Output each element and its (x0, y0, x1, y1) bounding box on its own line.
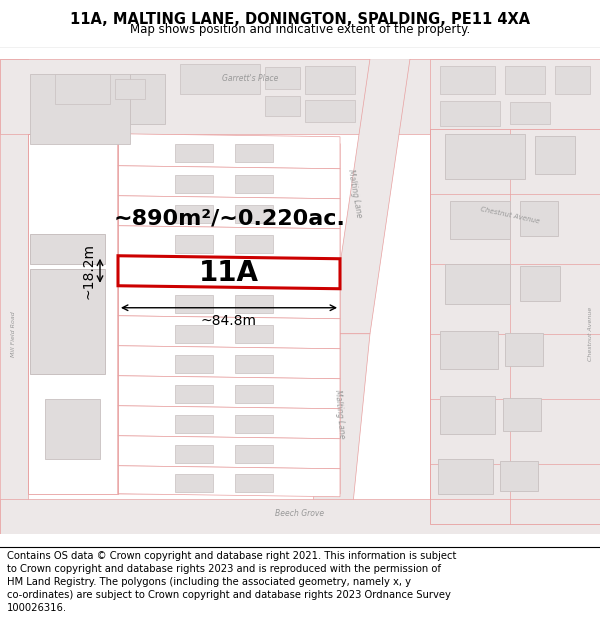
Text: Mill Field Road: Mill Field Road (11, 311, 17, 357)
Polygon shape (510, 102, 550, 124)
Polygon shape (438, 459, 493, 494)
Polygon shape (175, 445, 213, 462)
Text: 11A, MALTING LANE, DONINGTON, SPALDING, PE11 4XA: 11A, MALTING LANE, DONINGTON, SPALDING, … (70, 12, 530, 27)
Polygon shape (440, 101, 500, 126)
Polygon shape (118, 346, 340, 379)
Text: HM Land Registry. The polygons (including the associated geometry, namely x, y: HM Land Registry. The polygons (includin… (7, 577, 411, 587)
Polygon shape (118, 466, 340, 497)
Polygon shape (30, 234, 105, 264)
Polygon shape (305, 66, 355, 94)
Text: Malting Lane: Malting Lane (346, 169, 364, 219)
Polygon shape (118, 196, 340, 229)
Polygon shape (500, 461, 538, 491)
Polygon shape (235, 385, 273, 402)
Polygon shape (265, 96, 300, 116)
Polygon shape (118, 436, 340, 469)
Polygon shape (118, 256, 340, 289)
Polygon shape (115, 79, 145, 99)
Text: Malting Lane: Malting Lane (334, 389, 347, 439)
Text: Garrett's Place: Garrett's Place (222, 74, 278, 83)
Polygon shape (118, 406, 340, 439)
Polygon shape (118, 376, 340, 409)
Polygon shape (130, 74, 165, 124)
Polygon shape (0, 59, 28, 534)
Polygon shape (310, 334, 370, 534)
Polygon shape (175, 474, 213, 492)
Polygon shape (118, 286, 340, 319)
Polygon shape (235, 205, 273, 222)
Text: co-ordinates) are subject to Crown copyright and database rights 2023 Ordnance S: co-ordinates) are subject to Crown copyr… (7, 590, 451, 600)
Polygon shape (45, 399, 100, 459)
Polygon shape (30, 74, 130, 144)
Polygon shape (520, 266, 560, 301)
Polygon shape (118, 134, 340, 169)
Polygon shape (520, 201, 558, 236)
Polygon shape (505, 66, 545, 94)
Polygon shape (330, 59, 410, 334)
Polygon shape (305, 100, 355, 122)
Polygon shape (535, 136, 575, 174)
Text: to Crown copyright and database rights 2023 and is reproduced with the permissio: to Crown copyright and database rights 2… (7, 564, 441, 574)
Polygon shape (118, 256, 340, 289)
Text: ~18.2m: ~18.2m (82, 242, 96, 299)
Polygon shape (118, 166, 340, 199)
Polygon shape (440, 331, 498, 369)
Polygon shape (235, 415, 273, 432)
Polygon shape (0, 499, 600, 534)
Polygon shape (430, 59, 600, 534)
Polygon shape (440, 396, 495, 434)
Text: Contains OS data © Crown copyright and database right 2021. This information is : Contains OS data © Crown copyright and d… (7, 551, 457, 561)
Polygon shape (235, 474, 273, 492)
Polygon shape (450, 201, 510, 239)
Polygon shape (505, 332, 543, 366)
Polygon shape (235, 144, 273, 162)
Polygon shape (445, 134, 525, 179)
Polygon shape (55, 74, 110, 104)
Text: 100026316.: 100026316. (7, 603, 67, 613)
Polygon shape (118, 226, 340, 259)
Text: ~890m²/~0.220ac.: ~890m²/~0.220ac. (114, 209, 346, 229)
Polygon shape (235, 175, 273, 192)
Polygon shape (503, 398, 541, 431)
Polygon shape (555, 66, 590, 94)
Polygon shape (175, 144, 213, 162)
Polygon shape (175, 235, 213, 252)
Text: Chestnut Avenue: Chestnut Avenue (480, 206, 540, 225)
Polygon shape (175, 295, 213, 312)
Polygon shape (180, 64, 260, 94)
Polygon shape (175, 325, 213, 342)
Polygon shape (235, 295, 273, 312)
Polygon shape (175, 385, 213, 402)
Polygon shape (235, 445, 273, 462)
Polygon shape (0, 59, 600, 134)
Text: Beech Grove: Beech Grove (275, 509, 325, 518)
Polygon shape (175, 205, 213, 222)
Polygon shape (175, 415, 213, 432)
Polygon shape (30, 269, 105, 374)
Text: 11A: 11A (199, 259, 259, 287)
Text: ~84.8m: ~84.8m (201, 314, 257, 328)
Polygon shape (235, 235, 273, 252)
Polygon shape (445, 264, 510, 304)
Text: Chestnut Avenue: Chestnut Avenue (587, 307, 593, 361)
Polygon shape (118, 134, 340, 494)
Polygon shape (265, 67, 300, 89)
Polygon shape (440, 66, 495, 94)
Polygon shape (175, 355, 213, 372)
Polygon shape (235, 355, 273, 372)
Polygon shape (175, 175, 213, 192)
Polygon shape (235, 325, 273, 342)
Text: Map shows position and indicative extent of the property.: Map shows position and indicative extent… (130, 22, 470, 36)
Polygon shape (118, 316, 340, 349)
